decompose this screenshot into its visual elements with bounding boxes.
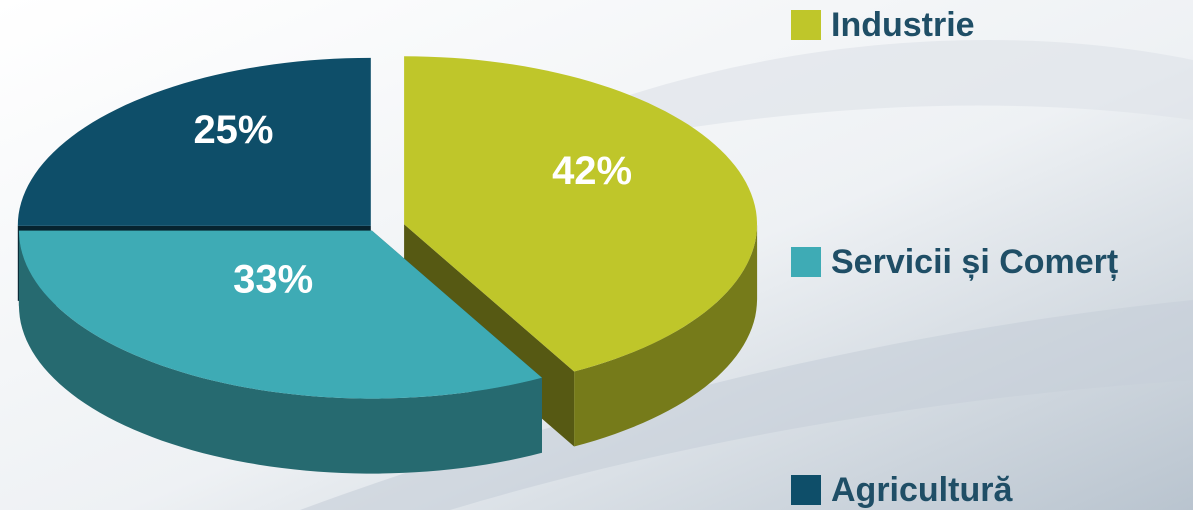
slice	[17, 57, 371, 226]
background-swoosh	[300, 300, 1193, 510]
slice	[18, 230, 542, 399]
slice-side	[574, 224, 758, 447]
legend-swatch	[791, 10, 821, 40]
slice	[404, 56, 757, 372]
data-label: 25%	[193, 108, 273, 152]
legend-label: Industrie	[831, 6, 975, 44]
legend-label: Servicii și Comerț	[831, 243, 1118, 281]
legend-swatch	[791, 247, 821, 277]
data-label: 33%	[233, 258, 313, 302]
slice-side	[18, 230, 542, 474]
data-label: 42%	[552, 149, 632, 193]
legend-label: Agricultură	[831, 471, 1013, 509]
background-swoosh	[560, 40, 1193, 150]
legend-swatch	[791, 475, 821, 505]
